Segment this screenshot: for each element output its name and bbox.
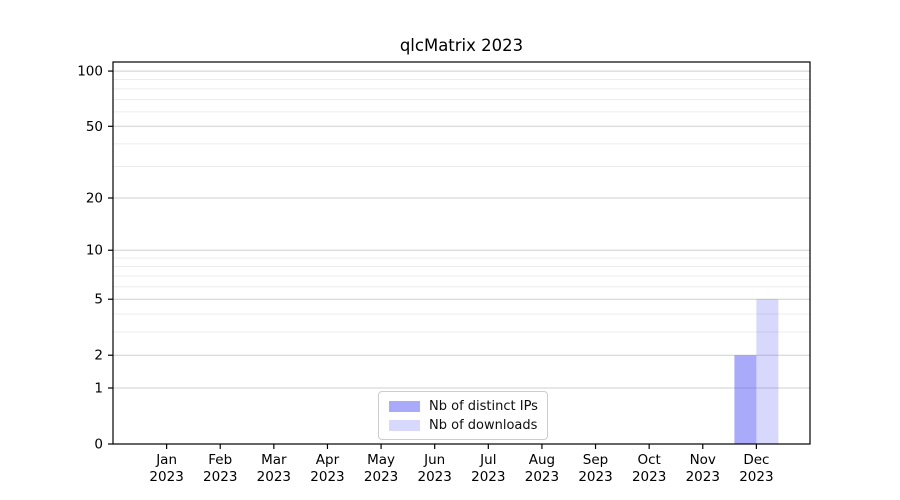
- x-tick-label-year: 2023: [686, 469, 720, 485]
- bar-distinct-ips: [734, 355, 757, 444]
- bar-downloads: [756, 299, 779, 444]
- x-tick-label-year: 2023: [525, 469, 559, 485]
- x-tick-label-year: 2023: [203, 469, 237, 485]
- plot-frame: [112, 61, 811, 445]
- x-tick-label-month: May: [367, 452, 395, 468]
- chart-title: qlcMatrix 2023: [399, 36, 524, 55]
- x-tick-label-year: 2023: [257, 469, 291, 485]
- x-tick-label-month: Mar: [261, 452, 287, 468]
- x-tick-label-year: 2023: [739, 469, 773, 485]
- y-tick-label: 10: [86, 243, 103, 259]
- x-tick-label-year: 2023: [632, 469, 666, 485]
- legend-label: Nb of distinct IPs: [429, 398, 538, 414]
- x-tick-label-month: Feb: [208, 452, 232, 468]
- x-tick-label-month: Jul: [479, 452, 496, 468]
- legend-swatch: [389, 400, 420, 412]
- x-tick-label-year: 2023: [364, 469, 398, 485]
- y-tick-label: 0: [94, 437, 103, 453]
- y-tick-label: 20: [86, 190, 103, 206]
- legend-label: Nb of downloads: [429, 417, 538, 433]
- x-tick-label-month: Jun: [423, 452, 445, 468]
- y-tick-label: 100: [77, 64, 103, 80]
- y-tick-label: 1: [94, 380, 103, 396]
- legend-row: Nb of distinct IPs: [389, 398, 538, 414]
- x-tick-label-month: Dec: [743, 452, 769, 468]
- y-tick-label: 50: [86, 119, 103, 135]
- x-tick-label-year: 2023: [310, 469, 344, 485]
- x-tick-label-month: Apr: [316, 452, 340, 468]
- legend-swatch: [389, 419, 420, 431]
- x-tick-label-month: Sep: [583, 452, 608, 468]
- x-tick-label-month: Nov: [690, 452, 716, 468]
- x-tick-label-year: 2023: [418, 469, 452, 485]
- y-tick-label: 2: [94, 348, 103, 364]
- legend: Nb of distinct IPs Nb of downloads: [378, 391, 548, 440]
- y-tick-label: 5: [94, 292, 103, 308]
- legend-row: Nb of downloads: [389, 417, 538, 433]
- x-tick-label-month: Aug: [529, 452, 555, 468]
- x-tick-label-year: 2023: [578, 469, 612, 485]
- x-tick-label-year: 2023: [471, 469, 505, 485]
- x-tick-label-month: Oct: [637, 452, 660, 468]
- x-tick-label-year: 2023: [149, 469, 183, 485]
- x-tick-label-month: Jan: [155, 452, 177, 468]
